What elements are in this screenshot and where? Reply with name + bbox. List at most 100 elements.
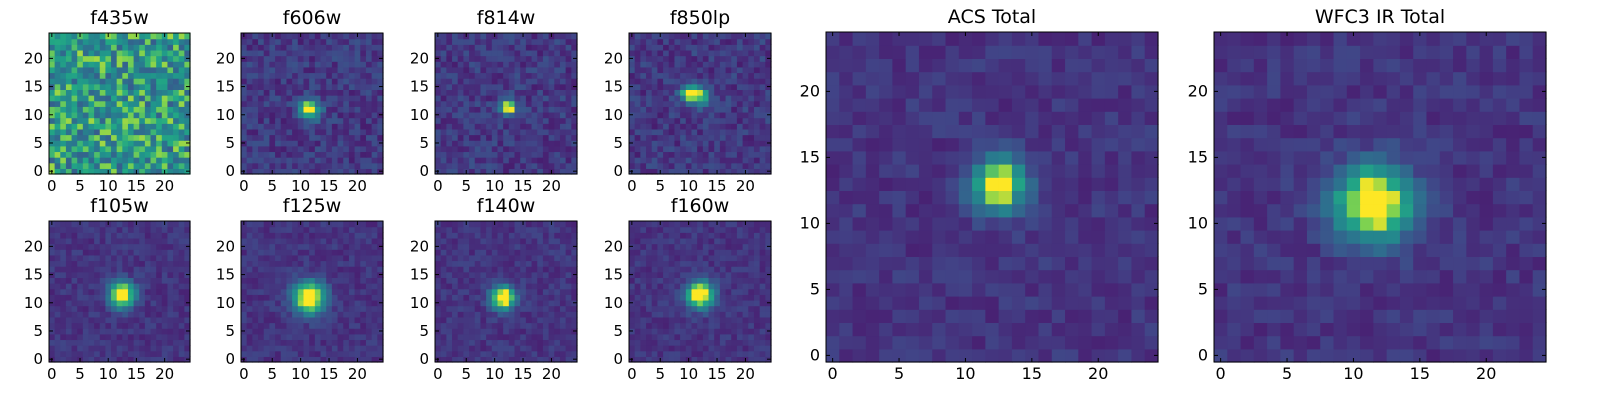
- heatmap-cell: [139, 328, 146, 335]
- heatmap-cell: [343, 44, 350, 51]
- heatmap-cell: [1426, 203, 1441, 218]
- heatmap-cell: [531, 151, 538, 158]
- heatmap-cell: [343, 106, 350, 113]
- heatmap-cell: [49, 145, 56, 153]
- heatmap-cell: [629, 38, 636, 45]
- heatmap-cell: [571, 157, 578, 164]
- heatmap-cell: [343, 277, 350, 284]
- heatmap-cell: [303, 106, 310, 113]
- heatmap-cell: [263, 55, 270, 62]
- heatmap-cell: [905, 348, 920, 363]
- heatmap-cell: [1011, 32, 1026, 46]
- heatmap-cell: [1104, 296, 1119, 310]
- heatmap-cell: [320, 106, 327, 113]
- heatmap-cell: [54, 243, 61, 250]
- heatmap-cell: [559, 111, 567, 119]
- heatmap-cell: [275, 66, 282, 74]
- heatmap-cell: [1240, 216, 1255, 231]
- heatmap-cell: [173, 266, 180, 273]
- heatmap-cell: [998, 296, 1013, 310]
- heatmap-cell: [1025, 150, 1040, 165]
- heatmap-cell: [303, 78, 310, 85]
- heatmap-cell: [765, 117, 772, 124]
- heatmap-cell: [320, 299, 327, 307]
- heatmap-cell: [173, 123, 180, 130]
- heatmap-cell: [480, 128, 487, 136]
- heatmap-cell: [82, 305, 90, 312]
- heatmap-cell: [839, 177, 854, 191]
- heatmap-cell: [945, 190, 960, 205]
- heatmap-cell: [674, 123, 681, 130]
- heatmap-cell: [320, 305, 327, 312]
- heatmap-cell: [537, 145, 544, 153]
- heatmap-cell: [173, 55, 180, 62]
- heatmap-cell: [998, 124, 1013, 139]
- heatmap-cell: [54, 33, 61, 40]
- heatmap-cell: [1144, 230, 1159, 244]
- heatmap-cell: [480, 44, 487, 51]
- panel-title: f814w: [477, 7, 536, 29]
- heatmap-cell: [537, 44, 544, 51]
- heatmap-cell: [879, 296, 893, 310]
- heatmap-cell: [297, 128, 305, 136]
- heatmap-cell: [1267, 32, 1281, 46]
- heatmap-cell: [697, 49, 704, 57]
- heatmap-cell: [440, 117, 447, 124]
- heatmap-cell: [292, 328, 299, 335]
- heatmap-cell: [150, 111, 157, 119]
- heatmap-cell: [337, 356, 344, 363]
- heatmap-cell: [1267, 243, 1281, 257]
- heatmap-cell: [348, 294, 356, 301]
- heatmap-cell: [457, 145, 464, 153]
- heatmap-cell: [246, 305, 253, 312]
- heatmap-cell: [892, 243, 907, 257]
- heatmap-cell: [634, 83, 641, 90]
- heatmap-cell: [435, 151, 442, 158]
- heatmap-cell: [116, 283, 123, 290]
- heatmap-cell: [685, 55, 693, 62]
- heatmap-cell: [520, 66, 527, 74]
- heatmap-cell: [1532, 348, 1547, 363]
- heatmap-cell: [1399, 111, 1414, 125]
- heatmap-cell: [1227, 98, 1242, 112]
- heatmap-cell: [241, 78, 248, 85]
- heatmap-cell: [60, 243, 67, 250]
- heatmap-cell: [82, 333, 90, 341]
- heatmap-cell: [275, 294, 282, 301]
- heatmap-cell: [280, 38, 288, 45]
- heatmap-cell: [133, 151, 140, 158]
- heatmap-cell: [742, 117, 749, 124]
- heatmap-cell: [60, 134, 67, 141]
- heatmap-cell: [111, 72, 118, 79]
- heatmap-cell: [1038, 98, 1053, 112]
- heatmap-cell: [178, 100, 185, 107]
- heatmap-cell: [360, 316, 367, 324]
- heatmap-cell: [1492, 164, 1507, 178]
- heatmap-cell: [680, 100, 687, 107]
- heatmap-cell: [184, 294, 191, 301]
- heatmap-cell: [765, 33, 772, 40]
- heatmap-cell: [292, 333, 299, 341]
- heatmap-cell: [269, 305, 276, 312]
- heatmap-cell: [1280, 256, 1295, 271]
- heatmap-cell: [1267, 124, 1281, 139]
- heatmap-cell: [998, 177, 1013, 191]
- heatmap-cell: [297, 38, 305, 45]
- heatmap-cell: [702, 38, 710, 45]
- heatmap-cell: [360, 78, 367, 85]
- heatmap-cell: [246, 271, 253, 278]
- heatmap-cell: [646, 134, 653, 141]
- heatmap-cell: [263, 162, 270, 169]
- heatmap-cell: [139, 288, 146, 295]
- heatmap-cell: [486, 44, 493, 51]
- heatmap-cell: [77, 328, 84, 335]
- heatmap-cell: [88, 106, 95, 113]
- heatmap-cell: [331, 339, 339, 346]
- heatmap-cell: [548, 83, 555, 90]
- heatmap-cell: [343, 123, 350, 130]
- heatmap-cell: [708, 49, 715, 57]
- heatmap-cell: [1453, 216, 1467, 231]
- heatmap-cell: [640, 128, 647, 136]
- heatmap-cell: [122, 277, 129, 284]
- heatmap-cell: [463, 123, 470, 130]
